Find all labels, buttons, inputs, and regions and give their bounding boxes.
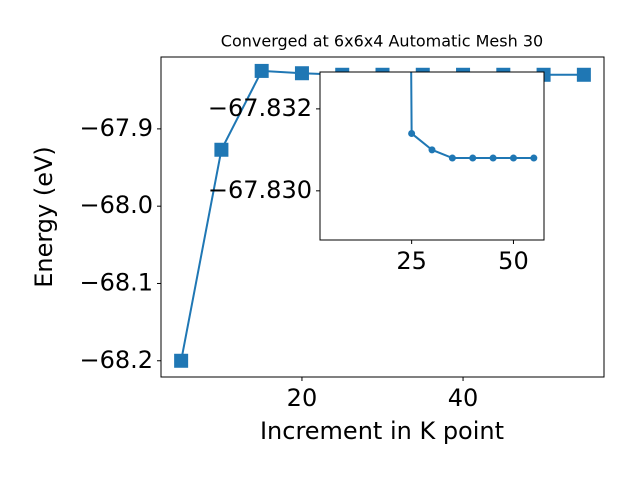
marker — [214, 142, 229, 157]
axes-frame — [160, 56, 605, 378]
marker — [489, 154, 497, 162]
marker — [576, 67, 591, 82]
x-tick-label: 40 — [448, 384, 479, 412]
y-tick-label: −67.832 — [208, 94, 312, 122]
y-tick-label: −68.1 — [79, 268, 153, 296]
plot — [408, 72, 538, 162]
marker — [509, 154, 517, 162]
chart-title: Converged at 6x6x4 Automatic Mesh 30 — [221, 32, 543, 51]
marker — [294, 66, 309, 81]
y-axis-label: Energy (eV) — [30, 146, 58, 288]
marker — [408, 129, 416, 137]
marker — [174, 353, 189, 368]
y-tick-label: −68.2 — [79, 346, 153, 374]
marker — [469, 154, 477, 162]
y-tick-label: −67.9 — [79, 114, 153, 142]
x-tick-label: 50 — [498, 247, 529, 275]
axes-frame — [319, 71, 545, 241]
marker — [530, 154, 538, 162]
x-tick-label: 20 — [287, 384, 318, 412]
marker — [254, 63, 269, 78]
marker — [448, 154, 456, 162]
x-axis-label: Increment in K point — [260, 417, 504, 445]
marker — [428, 146, 436, 154]
y-tick-label: −68.0 — [79, 191, 153, 219]
axes: 25 50 −67.832 −67.830 — [208, 71, 545, 275]
plot-area — [320, 72, 544, 240]
x-tick-label: 25 — [396, 247, 427, 275]
y-tick-label: −67.830 — [208, 176, 312, 204]
